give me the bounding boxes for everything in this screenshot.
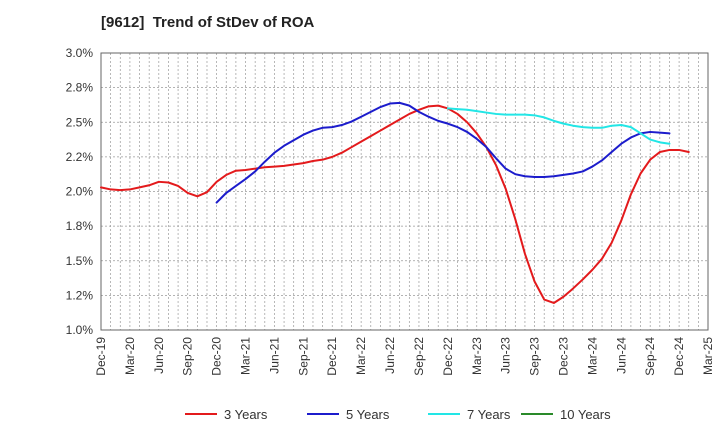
x-tick-label: Jun-22 (383, 337, 397, 374)
series-line-5-years (215, 101, 671, 204)
legend-label: 5 Years (346, 407, 390, 422)
x-tick-label: Jun-23 (499, 337, 513, 374)
chart-title: [9612] Trend of StDev of ROA (101, 14, 315, 31)
x-tick-label: Jun-24 (614, 337, 628, 374)
y-tick-label: 2.8% (66, 81, 94, 95)
y-tick-label: 2.2% (66, 150, 94, 164)
x-tick-label: Dec-24 (672, 337, 686, 376)
x-tick-label: Sep-22 (412, 337, 426, 376)
x-tick-label: Sep-24 (643, 337, 657, 376)
x-tick-label: Mar-21 (239, 337, 253, 375)
plot-border (100, 52, 709, 331)
x-tick-label: Mar-20 (123, 337, 137, 375)
x-tick-label: Jun-20 (152, 337, 166, 374)
x-tick-label: Dec-20 (210, 337, 224, 376)
legend-label: 3 Years (224, 407, 268, 422)
y-tick-label: 1.8% (66, 219, 94, 233)
y-tick-label: 2.0% (66, 185, 94, 199)
x-tick-label: Dec-23 (556, 337, 570, 376)
series-line-3-years (100, 104, 690, 304)
y-tick-label: 1.0% (66, 323, 94, 337)
x-tick-label: Mar-24 (585, 337, 599, 375)
plot-area (101, 53, 708, 330)
y-tick-label: 1.2% (66, 288, 94, 302)
y-tick-label: 1.5% (66, 254, 94, 268)
x-tick-label: Jun-21 (267, 337, 281, 374)
x-tick-label: Sep-21 (296, 337, 310, 376)
x-tick-label: Mar-23 (470, 337, 484, 375)
x-tick-label: Mar-22 (354, 337, 368, 375)
legend-label: 7 Years (467, 407, 511, 422)
series-line-7-years (446, 107, 671, 145)
y-tick-label: 2.5% (66, 115, 94, 129)
x-tick-label: Dec-22 (441, 337, 455, 376)
x-tick-label: Sep-23 (528, 337, 542, 376)
y-tick-label: 3.0% (66, 46, 94, 60)
x-tick-label: Dec-19 (94, 337, 108, 376)
legend-label: 10 Years (560, 407, 611, 422)
x-tick-label: Sep-20 (181, 337, 195, 376)
x-tick-label: Dec-21 (325, 337, 339, 376)
x-tick-label: Mar-25 (701, 337, 715, 375)
